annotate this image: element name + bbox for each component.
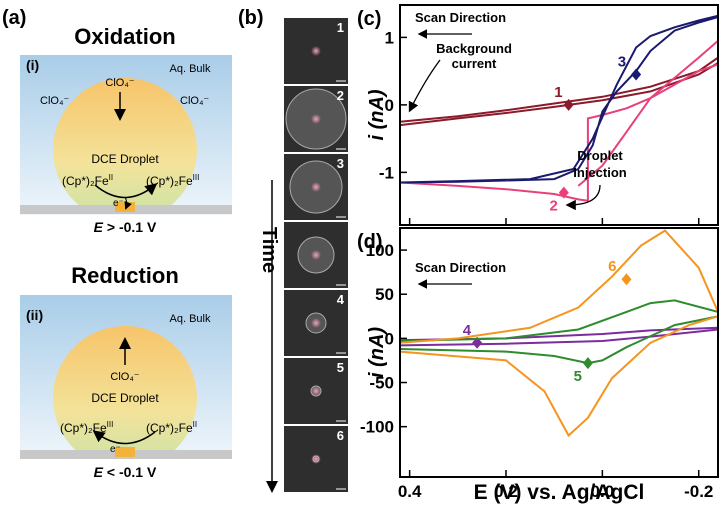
panel-label: (d) [357,231,383,253]
plot-frame [399,227,719,478]
cv-curve [400,39,718,202]
curve-label: 4 [463,322,472,339]
droplet-label: DCE Droplet [91,391,159,405]
scheme-oxidation [20,55,232,215]
species-base: (Cp*)₂Fe [60,421,107,435]
y-tick-label: -1 [379,163,394,182]
annotation: Background [436,41,512,56]
bright-spot [311,114,321,124]
annotation: current [452,56,497,71]
curve-marker [582,357,593,370]
condition: E > -0.1 V [94,219,157,235]
x-tick-label: 0.0 [591,482,615,501]
condition-text: > -0.1 V [103,219,157,235]
droplet-label: DCE Droplet [91,152,159,166]
bright-spot [311,182,321,192]
charts: -1 0 1 1 2 3 (c) i (nA) Scan Direction Background… [357,4,719,504]
frame-number: 1 [337,20,344,35]
species-ox: III [193,173,200,182]
panel-title: Oxidation [74,24,175,49]
x-axis-label: E (V) vs. Ag/AgCl [474,481,645,504]
species-ox: II [109,173,113,182]
frame-number: 4 [337,292,345,307]
y-tick-label: 1 [385,28,394,47]
species: (Cp*)₂FeII [62,173,113,188]
panel-label: (c) [357,8,381,30]
curve-label: 6 [608,258,616,275]
bright-spot [311,386,321,396]
ion: ClO₄⁻ [105,77,134,89]
curve-label: 2 [549,198,557,215]
cv-curve [400,14,718,184]
y-tick-label: 100 [366,241,394,260]
bulk-label: Aq. Bulk [170,63,211,75]
y-axis-label: i (nA) [366,89,388,140]
x-tick-label: -0.2 [684,482,713,501]
scheme-reduction [20,295,232,459]
bright-spot [311,250,321,260]
plot-frame [399,4,719,226]
frame-number: 6 [337,428,344,443]
bright-spot [311,46,321,56]
species-base: (Cp*)₂Fe [62,174,109,188]
ion: ClO₄⁻ [180,95,209,107]
y-tick-label: -50 [369,374,394,393]
panel-label: (a) [2,7,26,29]
condition-symbol: E [94,219,104,235]
bulk-label: Aq. Bulk [170,313,211,325]
micrograph-strip: 1 2 3 4 5 6 [284,18,348,492]
cv-curve [400,299,718,365]
frame-number: 2 [337,88,344,103]
y-axis-label: i (nA) [366,327,388,378]
panel-label: (b) [238,7,264,29]
sub-label: (ii) [26,307,43,323]
annotation: Droplet [577,148,623,163]
species-ox: III [107,420,114,429]
curve-marker [631,68,642,81]
curve-marker [621,273,632,286]
curve-marker [558,186,569,199]
condition: E < -0.1 V [94,464,157,480]
ion: ClO₄⁻ [40,95,69,107]
curve-label: 1 [554,84,562,101]
annotation: Scan Direction [415,260,506,275]
y-tick-label: 0 [385,329,394,348]
frame-number: 5 [337,360,344,375]
species-base: (Cp*)₂Fe [146,421,193,435]
frame-number: 3 [337,156,344,171]
ion: ClO₄⁻ [110,371,139,383]
electron: e⁻ [110,444,121,455]
cv-curve [400,56,718,127]
annotation: Injection [573,165,627,180]
species: (Cp*)₂FeIII [146,173,199,188]
cv-curve [400,326,718,347]
panel-title: Reduction [71,263,179,288]
sub-label: (i) [26,57,39,73]
pointer-arrow [565,184,601,211]
species: (Cp*)₂FeII [146,420,197,435]
annotation: Scan Direction [415,10,506,25]
bright-spot [311,318,321,328]
x-tick-label: 0.4 [398,482,422,501]
species: (Cp*)₂FeIII [60,420,113,435]
curve-label: 5 [574,368,582,385]
electron: e⁻ [113,198,124,209]
y-tick-label: -100 [360,418,394,437]
cv-curve [400,229,718,438]
y-tick-label: 50 [375,285,394,304]
species-base: (Cp*)₂Fe [146,174,193,188]
condition-symbol: E [94,464,104,480]
x-tick-label: 0.2 [494,482,518,501]
species-ox: II [193,420,197,429]
time-label: Time [258,227,280,273]
pointer-arrow [408,59,441,113]
y-tick-label: 0 [385,96,394,115]
bright-spot [311,454,321,464]
curve-label: 3 [618,54,626,71]
curve-marker [563,98,574,111]
condition-text: < -0.1 V [103,464,157,480]
